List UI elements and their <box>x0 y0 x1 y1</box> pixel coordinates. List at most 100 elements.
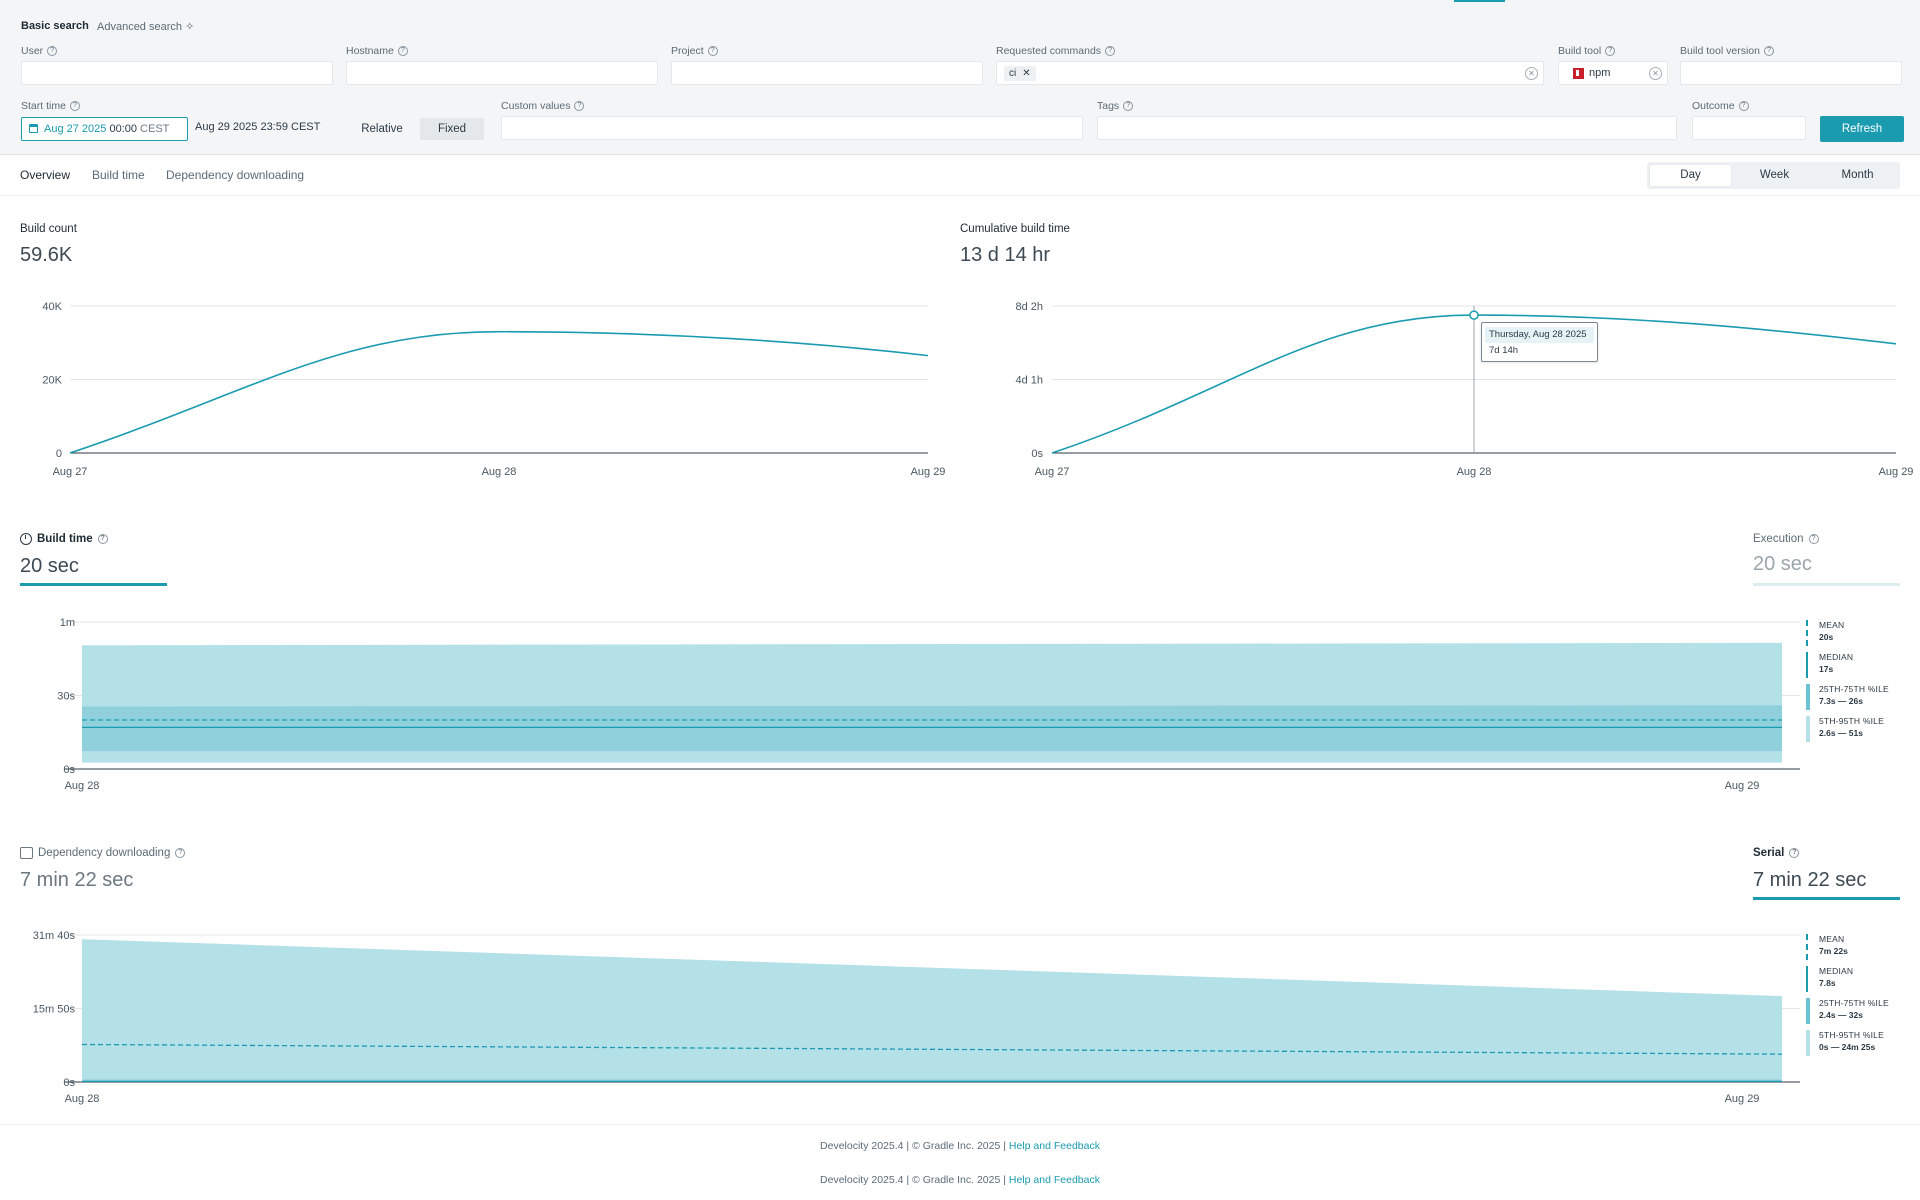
custom-values-input[interactable] <box>501 116 1083 140</box>
serial-tab[interactable]: Serial? <box>1753 847 1800 859</box>
calendar-icon <box>29 124 38 133</box>
band-5-95 <box>82 642 1782 763</box>
tab-overview[interactable]: Overview <box>20 168 71 182</box>
y-tick-label: 8d 2h <box>1015 301 1043 313</box>
start-date-input[interactable]: Aug 27 2025 00:00 CEST <box>21 117 188 141</box>
serial-underline <box>1753 897 1900 900</box>
footer: Develocity 2025.4 | © Gradle Inc. 2025 |… <box>0 1140 1920 1152</box>
legend-5-95: 5TH-95TH %ILE 2.6s — 51s <box>1806 716 1889 748</box>
build-time-underline <box>20 583 167 586</box>
legend-mean: MEAN 20s <box>1806 620 1889 652</box>
end-date-input[interactable]: Aug 29 2025 23:59 CEST <box>195 121 321 133</box>
period-toggle: Day Week Month <box>1647 162 1900 189</box>
hover-point <box>1469 310 1479 320</box>
start-date: Aug 27 2025 <box>44 123 107 135</box>
serial-value: 7 min 22 sec <box>1753 869 1867 891</box>
remove-chip-icon[interactable]: ✕ <box>1022 68 1031 79</box>
help-icon[interactable]: ? <box>574 101 585 111</box>
project-input[interactable] <box>671 61 983 85</box>
build-time-legend: MEAN 20s MEDIAN 17s 25TH-75TH %ILE 7.3s — 2… <box>1806 620 1889 748</box>
help-icon[interactable]: ? <box>1605 46 1616 56</box>
refresh-button[interactable]: Refresh <box>1820 116 1904 142</box>
dependency-value: 7 min 22 sec <box>20 869 134 891</box>
basic-search-tab[interactable]: Basic search <box>21 20 89 32</box>
x-tick-label: Aug 28 <box>1457 466 1492 478</box>
help-feedback-link[interactable]: Help and Feedback <box>1008 1174 1100 1186</box>
mean-line <box>81 1043 1783 1055</box>
tab-dependency-downloading[interactable]: Dependency downloading <box>166 168 305 182</box>
help-icon[interactable]: ? <box>69 101 80 111</box>
chart-tooltip: Thursday, Aug 28 2025 7d 14h <box>1481 322 1598 362</box>
tab-build-time[interactable]: Build time <box>92 168 145 182</box>
help-feedback-link[interactable]: Help and Feedback <box>1008 1140 1100 1152</box>
period-week[interactable]: Week <box>1759 169 1790 181</box>
build-tool-select[interactable]: npm ✕ <box>1558 61 1668 85</box>
user-label: User? <box>21 45 58 57</box>
cumulative-title: Cumulative build time <box>960 223 1070 235</box>
clock-icon <box>20 533 32 545</box>
footer-duplicate: Develocity 2025.4 | © Gradle Inc. 2025 |… <box>0 1174 1920 1186</box>
period-month[interactable]: Month <box>1841 169 1874 181</box>
y-tick-label: 31m 40s <box>33 930 76 942</box>
y-tick-label: 20K <box>42 375 62 387</box>
help-icon[interactable]: ? <box>1808 534 1819 544</box>
series-line <box>69 330 929 454</box>
legend-median: MEDIAN 17s <box>1806 652 1889 684</box>
help-icon[interactable]: ? <box>1123 101 1134 111</box>
dependency-legend: MEAN 7m 22s MEDIAN 7.8s 25TH-75TH %ILE 2.4s… <box>1806 934 1889 1062</box>
hostname-input[interactable] <box>346 61 658 85</box>
build-count-value: 59.6K <box>20 244 73 266</box>
help-icon[interactable]: ? <box>1789 848 1800 858</box>
execution-tab[interactable]: Execution? <box>1753 533 1819 545</box>
advanced-search-label: Advanced search <box>97 21 182 33</box>
band-25-75 <box>82 1079 1782 1082</box>
build-tool-value: npm <box>1589 67 1611 79</box>
clear-icon[interactable]: ✕ <box>1649 67 1662 80</box>
help-icon[interactable]: ? <box>707 46 718 56</box>
footer-divider <box>0 1124 1920 1125</box>
advanced-search-tab[interactable]: Advanced search ✧ <box>97 20 194 33</box>
help-icon[interactable]: ? <box>175 848 186 858</box>
y-tick-label: 40K <box>42 301 62 313</box>
help-icon[interactable]: ? <box>97 534 108 544</box>
x-tick-label: Aug 29 <box>911 466 946 478</box>
build-time-value: 20 sec <box>20 555 79 577</box>
tabs-divider <box>0 195 1920 196</box>
start-tz: CEST <box>140 123 170 135</box>
y-tick-label: 15m 50s <box>33 1004 76 1016</box>
help-icon[interactable]: ? <box>397 46 408 56</box>
search-panel: Basic search Advanced search ✧ User? Hos… <box>0 0 1920 155</box>
outcome-label: Outcome? <box>1692 100 1749 112</box>
legend-25-75: 25TH-75TH %ILE 2.4s — 32s <box>1806 998 1889 1030</box>
x-tick-label: Aug 29 <box>1725 1093 1760 1105</box>
help-icon[interactable]: ? <box>47 46 58 56</box>
x-tick-label: Aug 28 <box>65 780 100 792</box>
band-25-75 <box>82 705 1782 752</box>
y-tick-label: 0s <box>63 1077 75 1089</box>
dependency-title: Dependency downloading ? <box>20 847 186 859</box>
footer-text: Develocity 2025.4 | © Gradle Inc. 2025 | <box>820 1140 1006 1152</box>
tags-label: Tags? <box>1097 100 1134 112</box>
tags-input[interactable] <box>1097 116 1677 140</box>
build-count-title: Build count <box>20 223 77 235</box>
build-tool-version-input[interactable] <box>1680 61 1902 85</box>
fixed-button[interactable]: Fixed <box>420 118 484 140</box>
help-icon[interactable]: ? <box>1738 101 1749 111</box>
y-tick-label: 0s <box>1031 448 1043 460</box>
user-input[interactable] <box>21 61 333 85</box>
period-day[interactable]: Day <box>1650 165 1731 186</box>
series-line <box>1051 314 1897 454</box>
dependency-icon <box>20 847 33 859</box>
clear-icon[interactable]: ✕ <box>1525 67 1538 80</box>
relative-button[interactable]: Relative <box>361 123 403 135</box>
help-icon[interactable]: ? <box>1763 46 1774 56</box>
build-tool-version-label: Build tool version? <box>1680 45 1774 57</box>
x-tick-label: Aug 28 <box>482 466 517 478</box>
legend-5-95: 5TH-95TH %ILE 0s — 24m 25s <box>1806 1030 1889 1062</box>
outcome-select[interactable] <box>1692 116 1806 140</box>
help-icon[interactable]: ? <box>1105 46 1116 56</box>
y-tick-label: 4d 1h <box>1015 375 1043 387</box>
requested-commands-input[interactable]: ci ✕ ✕ <box>996 61 1544 85</box>
start-time: 00:00 <box>109 123 137 135</box>
start-time-label: Start time? <box>21 100 80 112</box>
